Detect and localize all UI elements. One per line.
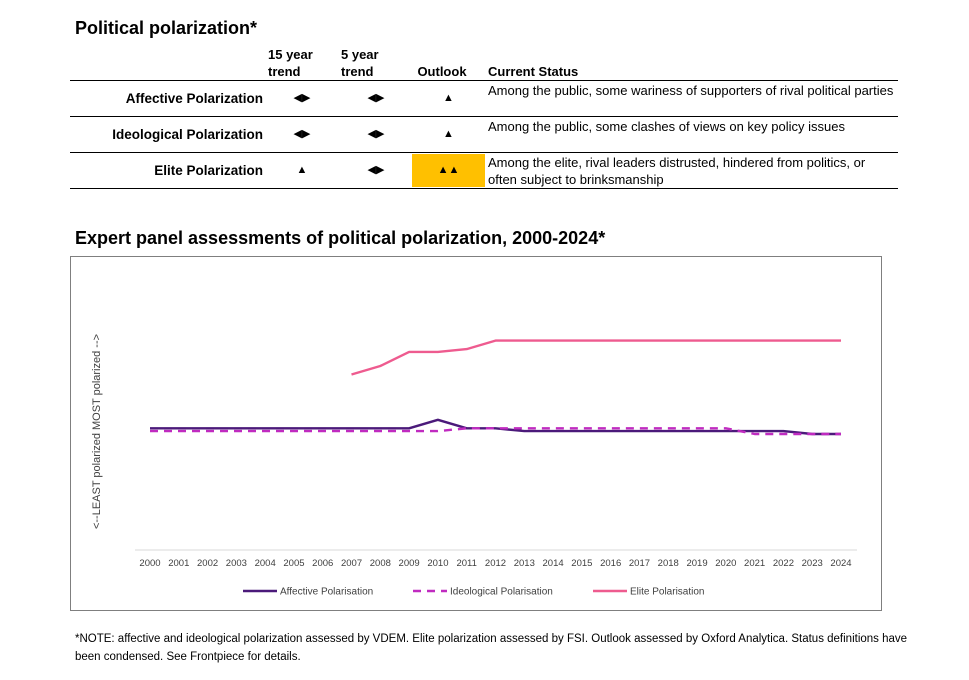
header-outlook: Outlook (417, 64, 467, 79)
legend-label: Ideological Polarisation (450, 587, 553, 598)
line-chart: MOST polarized --> <--LEAST polarized 2000… (91, 334, 857, 598)
x-tick-label: 2024 (830, 558, 851, 569)
trend-5-symbol: ◀▶ (367, 92, 385, 104)
series-line-affective-polarisation (150, 418, 841, 436)
x-tick-label: 2015 (571, 558, 592, 569)
table-row-affective: Affective Polarization ◀▶ ◀▶ ▲ Among the… (70, 80, 898, 116)
x-tick-label: 2003 (226, 558, 247, 569)
y-axis-label-least: <--LEAST polarized (91, 433, 103, 529)
x-tick-label: 2014 (543, 558, 564, 569)
header-15-year-trend: 15 year trend (268, 47, 313, 79)
x-tick-label: 2011 (456, 558, 476, 569)
chart-title: Expert panel assessments of political po… (75, 228, 606, 248)
table-row-elite: Elite Polarization ▲ ◀▶ ▲▲ Among the eli… (70, 152, 898, 189)
x-tick-label: 2000 (139, 558, 160, 569)
row-label: Affective Polarization (125, 91, 263, 106)
legend-label: Elite Polarisation (630, 587, 704, 598)
legend-label: Affective Polarisation (280, 587, 373, 598)
x-tick-label: 2018 (658, 558, 679, 569)
x-tick-label: 2023 (802, 558, 823, 569)
table-row-ideological: Ideological Polarization ◀▶ ◀▶ ▲ Among t… (70, 116, 898, 152)
trend-15-symbol: ◀▶ (293, 92, 311, 104)
current-status-text: Among the elite, rival leaders distruste… (488, 155, 866, 187)
x-tick-label: 2006 (312, 558, 333, 569)
header-5-year-trend: 5 year trend (341, 47, 379, 79)
chart-area: MOST polarized --> <--LEAST polarized 2000… (70, 256, 882, 611)
current-status-text: Among the public, some clashes of views … (488, 119, 845, 134)
row-label: Ideological Polarization (112, 127, 263, 142)
outlook-symbol: ▲ (443, 92, 454, 104)
trend-15-symbol: ◀▶ (293, 128, 311, 140)
x-tick-label: 2002 (197, 558, 218, 569)
x-tick-label: 2013 (514, 558, 535, 569)
outlook-symbol: ▲ (443, 128, 454, 140)
x-tick-label: 2022 (773, 558, 794, 569)
series-line-ideological-polarisation (150, 427, 841, 436)
x-tick-label: 2016 (600, 558, 621, 569)
x-tick-label: 2005 (283, 558, 304, 569)
x-tick-label: 2007 (341, 558, 362, 569)
x-tick-label: 2017 (629, 558, 650, 569)
x-tick-label: 2010 (427, 558, 448, 569)
series-line-elite-polarisation (351, 339, 841, 376)
footnote: *NOTE: affective and ideological polariz… (75, 633, 908, 663)
outlook-symbol-highlighted: ▲▲ (412, 154, 485, 187)
x-tick-label: 2012 (485, 558, 506, 569)
x-tick-label: 2020 (715, 558, 736, 569)
x-tick-label: 2004 (255, 558, 276, 569)
row-label: Elite Polarization (154, 163, 263, 178)
y-axis-label-most: MOST polarized --> (91, 334, 103, 430)
x-tick-label: 2009 (399, 558, 420, 569)
current-status-text: Among the public, some wariness of suppo… (488, 83, 894, 98)
status-table: 15 year trend 5 year trend Outlook Curre… (70, 44, 898, 190)
header-current-status: Current Status (488, 64, 579, 79)
x-tick-label: 2001 (168, 558, 189, 569)
x-tick-label: 2019 (686, 558, 707, 569)
table-title: Political polarization* (75, 18, 258, 38)
trend-15-symbol: ▲ (296, 164, 308, 176)
x-tick-label: 2021 (744, 558, 765, 569)
x-tick-label: 2008 (370, 558, 391, 569)
trend-5-symbol: ◀▶ (367, 128, 385, 140)
trend-5-symbol: ◀▶ (367, 164, 385, 176)
